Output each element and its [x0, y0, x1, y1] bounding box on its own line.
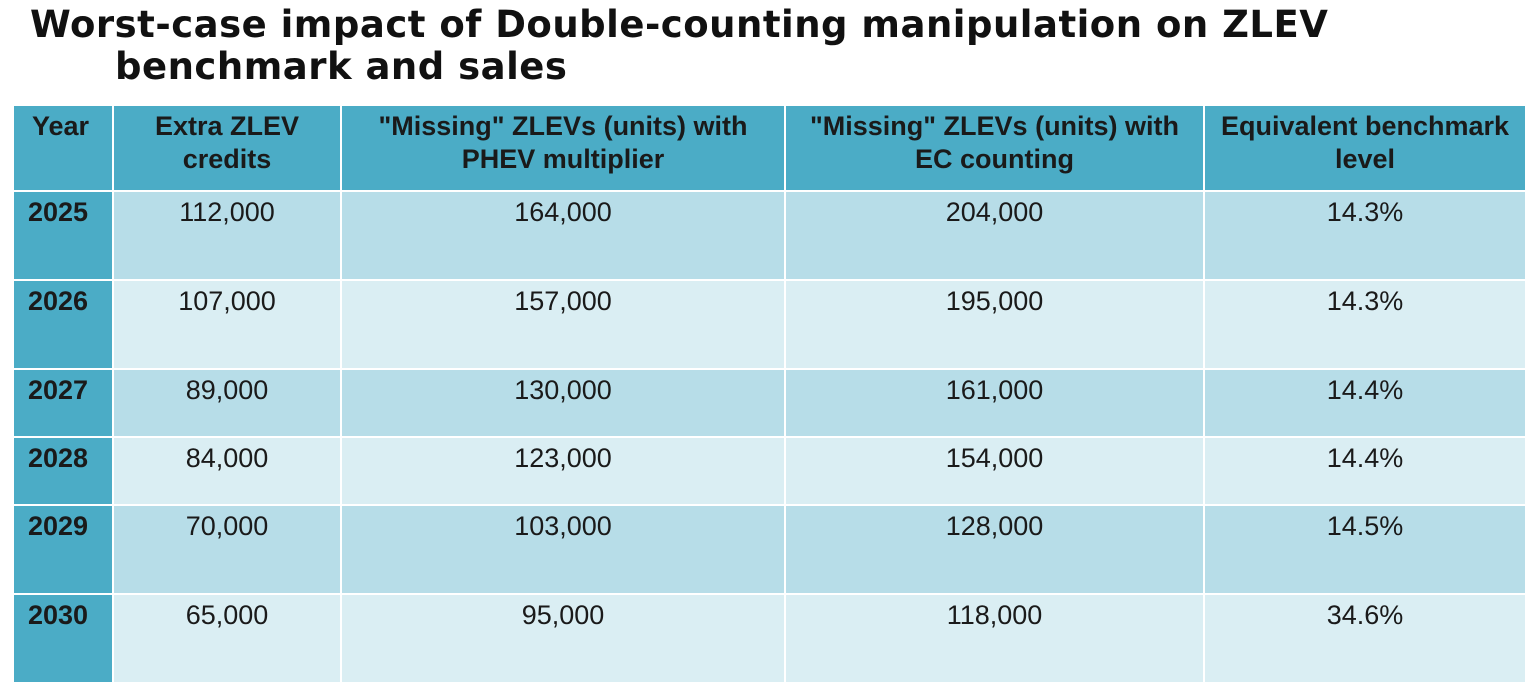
phev-cell: 130,000	[340, 368, 786, 438]
ec-cell: 195,000	[784, 279, 1205, 370]
table-row: 2030 65,000 95,000 118,000 34.6%	[12, 593, 1527, 684]
ec-cell: 161,000	[784, 368, 1205, 438]
header-benchmark: Equivalent benchmark level	[1203, 104, 1527, 192]
benchmark-cell: 14.3%	[1203, 279, 1527, 370]
year-cell: 2025	[12, 190, 114, 281]
ec-cell: 154,000	[784, 436, 1205, 506]
benchmark-cell: 14.3%	[1203, 190, 1527, 281]
table-row: 2029 70,000 103,000 128,000 14.5%	[12, 504, 1527, 595]
header-missing-phev: "Missing" ZLEVs (units) with PHEV multip…	[340, 104, 786, 192]
header-extra-credits: Extra ZLEV credits	[112, 104, 342, 192]
benchmark-cell: 14.4%	[1203, 436, 1527, 506]
credits-cell: 65,000	[112, 593, 342, 684]
credits-cell: 70,000	[112, 504, 342, 595]
chart-title: Worst-case impact of Double-counting man…	[30, 4, 1510, 88]
ec-cell: 118,000	[784, 593, 1205, 684]
header-year: Year	[12, 104, 114, 192]
phev-cell: 95,000	[340, 593, 786, 684]
benchmark-cell: 34.6%	[1203, 593, 1527, 684]
credits-cell: 107,000	[112, 279, 342, 370]
ec-cell: 204,000	[784, 190, 1205, 281]
year-cell: 2027	[12, 368, 114, 438]
credits-cell: 89,000	[112, 368, 342, 438]
table-row: 2027 89,000 130,000 161,000 14.4%	[12, 368, 1527, 438]
table-row: 2026 107,000 157,000 195,000 14.3%	[12, 279, 1527, 370]
title-line-1: Worst-case impact of Double-counting man…	[30, 3, 1329, 46]
title-line-2: benchmark and sales	[115, 45, 568, 88]
benchmark-cell: 14.5%	[1203, 504, 1527, 595]
header-row: Year Extra ZLEV credits "Missing" ZLEVs …	[12, 104, 1527, 192]
header-missing-ec: "Missing" ZLEVs (units) with EC counting	[784, 104, 1205, 192]
credits-cell: 112,000	[112, 190, 342, 281]
table-row: 2028 84,000 123,000 154,000 14.4%	[12, 436, 1527, 506]
year-cell: 2028	[12, 436, 114, 506]
benchmark-cell: 14.4%	[1203, 368, 1527, 438]
year-cell: 2029	[12, 504, 114, 595]
phev-cell: 157,000	[340, 279, 786, 370]
ec-cell: 128,000	[784, 504, 1205, 595]
phev-cell: 123,000	[340, 436, 786, 506]
data-table: Year Extra ZLEV credits "Missing" ZLEVs …	[12, 104, 1527, 684]
year-cell: 2030	[12, 593, 114, 684]
phev-cell: 103,000	[340, 504, 786, 595]
table-row: 2025 112,000 164,000 204,000 14.3%	[12, 190, 1527, 281]
year-cell: 2026	[12, 279, 114, 370]
phev-cell: 164,000	[340, 190, 786, 281]
credits-cell: 84,000	[112, 436, 342, 506]
